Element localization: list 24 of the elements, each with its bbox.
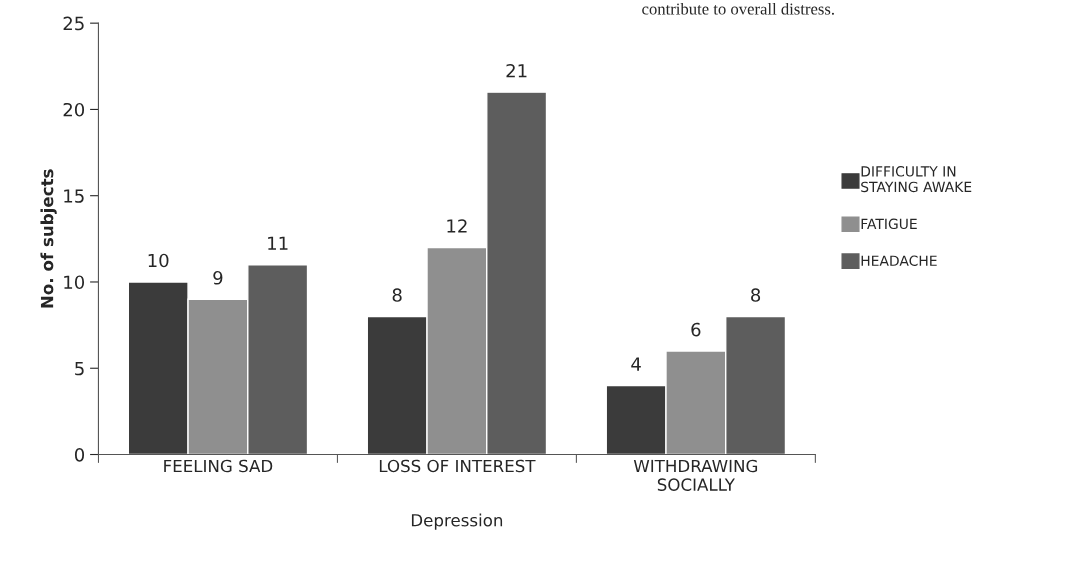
y-tick-label: 15 [64, 189, 84, 203]
data-label: 12 [447, 219, 467, 233]
y-axis-title: No. of subjects [40, 169, 57, 308]
y-tick-label: 5 [75, 361, 84, 376]
text: contribute to overall distress. [642, 2, 834, 15]
data-label: 11 [268, 236, 288, 250]
y-tick-label: 0 [74, 447, 85, 462]
legend-label: DIFFICULTY IN STAYING AWAKE [861, 166, 972, 193]
x-axis-title: Depression [411, 513, 503, 530]
y-tick-label: 10 [64, 275, 85, 290]
x-tick-label: WITHDRAWING SOCIALLY [633, 459, 758, 491]
data-label: 21 [506, 63, 527, 78]
data-label: 6 [691, 322, 701, 337]
x-tick-label: FEELING SAD [164, 459, 273, 473]
y-tick-label: 20 [63, 102, 85, 117]
data-label: 8 [751, 288, 761, 302]
data-label: 8 [392, 288, 402, 302]
x-tick-label: LOSS OF INTEREST [379, 459, 536, 473]
legend-label: HEADACHE [861, 255, 937, 266]
data-label: 4 [631, 357, 641, 371]
y-tick-label: 25 [63, 16, 84, 31]
legend-label: FATIGUE [861, 218, 917, 230]
data-label: 9 [213, 270, 223, 285]
data-label: 10 [148, 253, 169, 268]
